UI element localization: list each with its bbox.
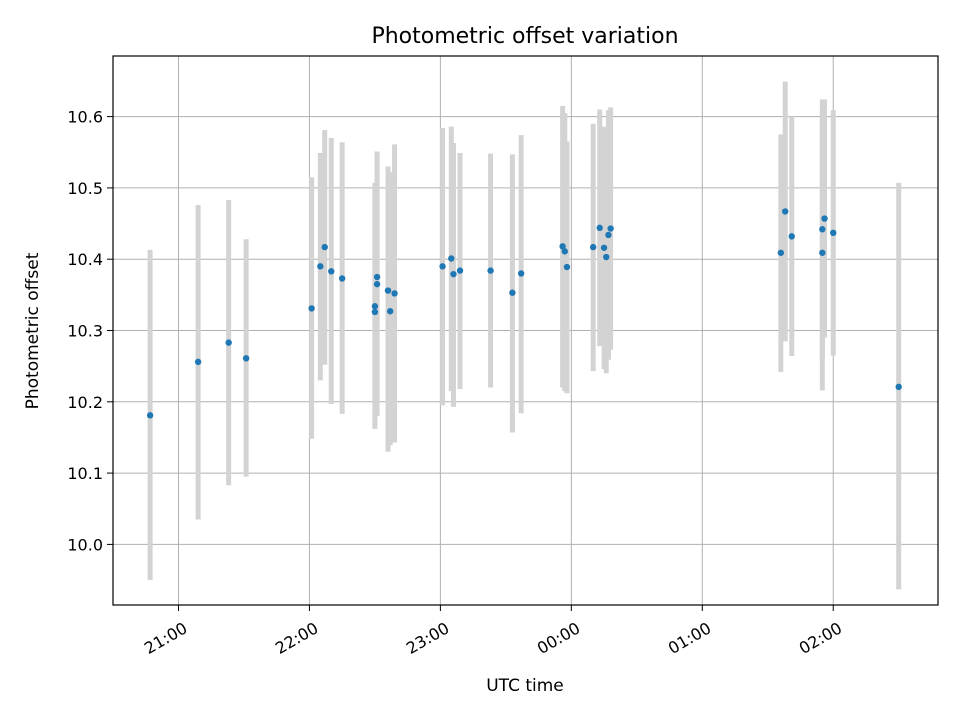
data-point [448, 255, 455, 262]
x-tick-label: 21:00 [141, 618, 190, 658]
data-point [450, 270, 457, 278]
data-point [321, 243, 328, 251]
data-point [509, 289, 516, 296]
data-point [308, 305, 315, 312]
data-point [391, 290, 398, 297]
data-point [517, 270, 525, 277]
data-point [895, 383, 902, 391]
x-tick-label: 22:00 [272, 618, 321, 658]
data-point [819, 249, 826, 256]
y-tick-label: 10.1 [67, 464, 103, 483]
data-point [605, 231, 612, 239]
x-tick-label: 02:00 [796, 618, 845, 658]
x-tick-label: 23:00 [403, 618, 452, 658]
data-point [456, 267, 464, 274]
data-point [328, 268, 335, 275]
y-tick-label: 10.4 [67, 250, 103, 269]
data-point [371, 308, 379, 316]
data-point [194, 358, 202, 366]
y-tick-label: 10.2 [67, 393, 103, 412]
data-point [384, 287, 392, 294]
data-point [603, 253, 610, 261]
grid-layer [113, 56, 938, 605]
errorbar-layer [147, 81, 902, 590]
data-point [782, 208, 789, 215]
data-point [371, 303, 379, 310]
data-point [821, 215, 828, 222]
y-tick-label: 10.3 [67, 322, 103, 341]
data-point [830, 229, 837, 237]
data-point [386, 308, 394, 315]
data-point [561, 248, 568, 255]
data-point [596, 224, 603, 232]
data-point [317, 263, 324, 270]
tick-layer: 21:00 22:00 23:00 00:00 01:00 02:00 10.0 10.1 10… [67, 108, 845, 658]
x-tick-label: 00:00 [534, 618, 583, 658]
data-point [777, 249, 785, 256]
data-point [146, 412, 154, 419]
data-point [373, 280, 381, 288]
data-point [225, 339, 232, 346]
chart-title: Photometric offset variation [371, 24, 678, 49]
data-point [563, 263, 571, 271]
data-point [439, 263, 446, 270]
x-axis-label: UTC time [486, 676, 564, 696]
data-point [788, 233, 795, 240]
data-point [373, 273, 381, 281]
data-point [607, 225, 614, 232]
data-point [559, 243, 566, 250]
data-point [819, 226, 826, 233]
y-axis-label: Photometric offset [23, 252, 43, 409]
y-tick-label: 10.5 [67, 179, 103, 198]
data-point [242, 355, 250, 362]
data-point [600, 244, 608, 251]
data-point [487, 267, 494, 274]
point-layer [146, 208, 902, 419]
data-point [338, 275, 346, 282]
data-point [589, 243, 597, 251]
y-tick-label: 10.6 [67, 108, 103, 127]
x-tick-label: 01:00 [665, 618, 714, 658]
y-tick-label: 10.0 [67, 535, 103, 554]
